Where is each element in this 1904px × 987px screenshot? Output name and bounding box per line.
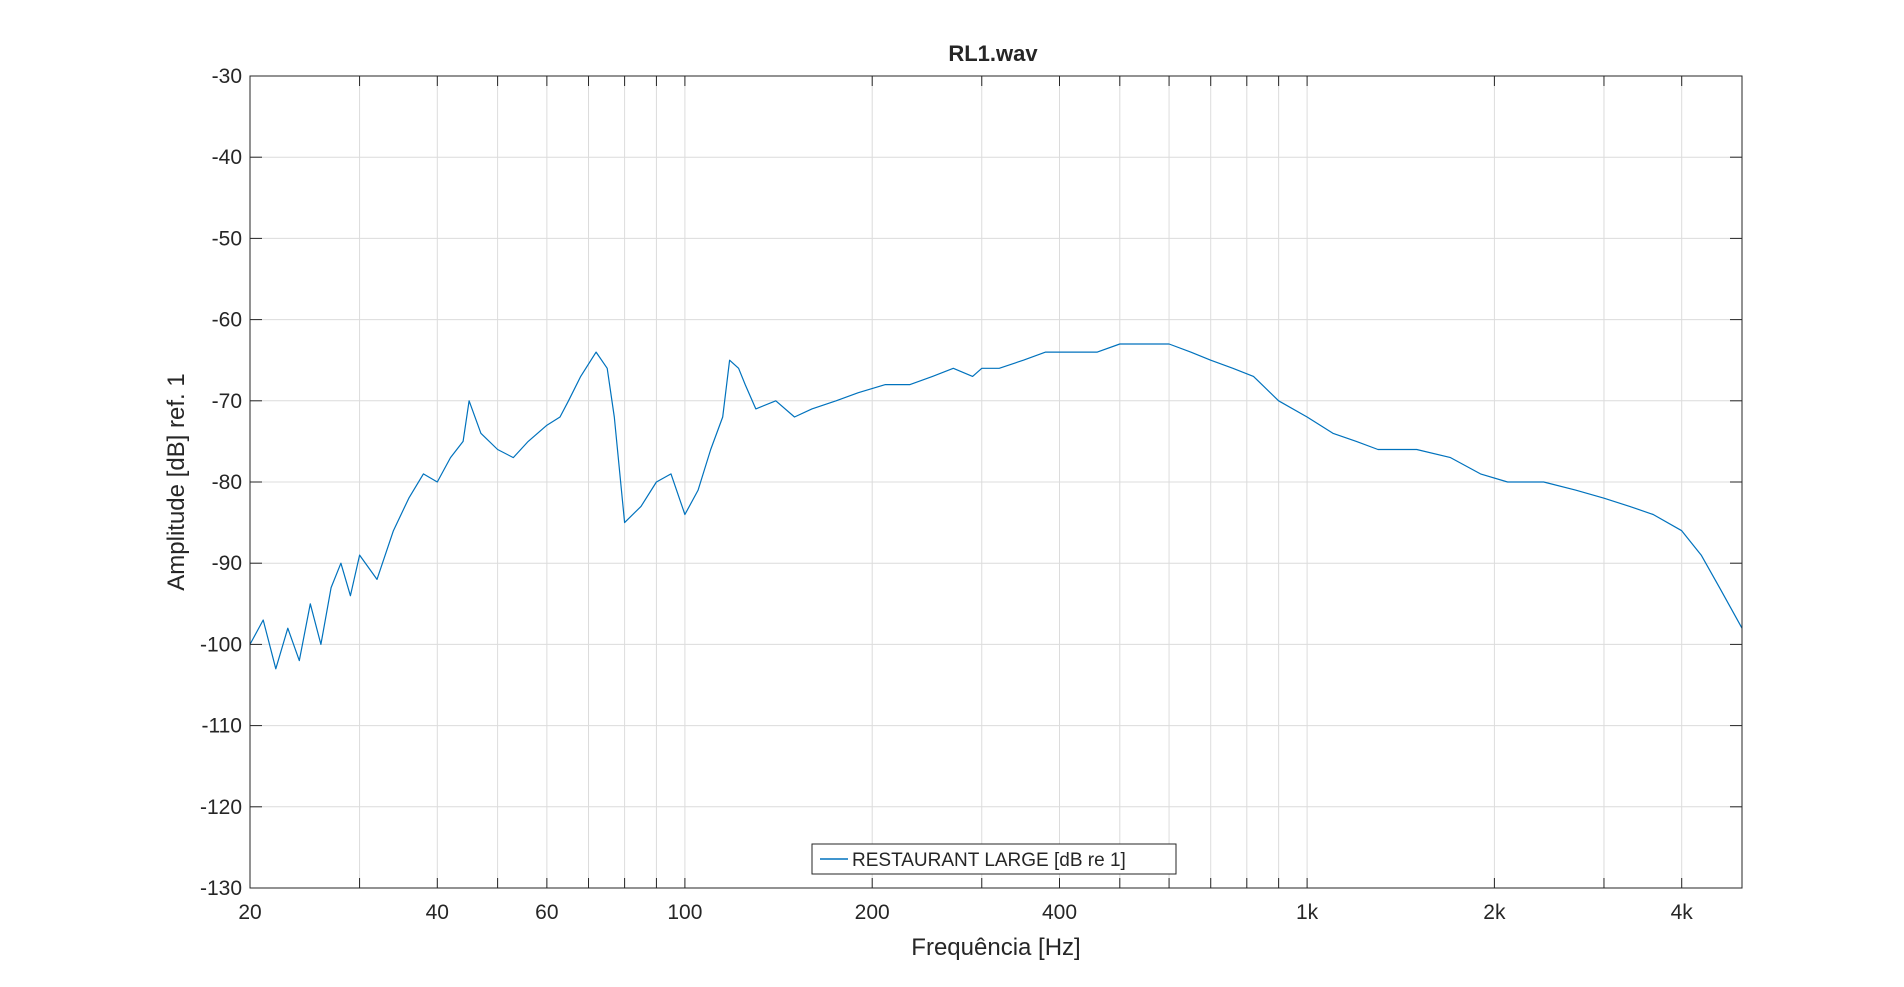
legend-box: [811, 843, 1177, 875]
y-axis-label: Amplitude [dB] ref. 1: [163, 373, 190, 590]
legend-label: RESTAURANT LARGE [dB re 1]: [852, 850, 1126, 871]
plot-area: [249, 75, 1743, 889]
y-tick-label: -50: [212, 227, 242, 250]
x-tick-label: 2k: [1483, 901, 1506, 924]
x-axis-label: Frequência [Hz]: [911, 934, 1080, 961]
y-tick-label: -70: [212, 390, 242, 413]
series-line: [249, 343, 1743, 670]
x-tick-label: 60: [535, 901, 558, 924]
y-tick-labels: -30 -40 -50 -60 -70 -80 -90 -100 -110 -120 -130: [200, 65, 242, 900]
legend: RESTAURANT LARGE [dB re 1]: [811, 843, 1177, 875]
y-tick-label: -80: [212, 471, 242, 494]
y-tick-label: -130: [200, 877, 242, 900]
y-tick-label: -90: [212, 552, 242, 575]
x-tick-labels: 20 40 60 100 200 400 1k 2k 4k: [238, 901, 1693, 924]
x-tick-label: 200: [855, 901, 890, 924]
y-tick-label: -60: [212, 309, 242, 332]
y-tick-label: -110: [202, 715, 242, 738]
y-tick-label: -120: [200, 796, 242, 819]
y-tick-label: -30: [212, 65, 242, 88]
x-tick-label: 40: [426, 901, 449, 924]
chart-title: RL1.wav: [948, 41, 1038, 66]
x-tick-label: 4k: [1671, 901, 1694, 924]
x-tick-label: 20: [238, 901, 261, 924]
series-group: [249, 343, 1743, 670]
y-tick-label: -40: [212, 146, 242, 169]
x-tick-label: 1k: [1296, 901, 1319, 924]
y-tick-label: -100: [200, 633, 242, 656]
tick-marks: [250, 75, 1742, 889]
x-tick-label: 100: [667, 901, 702, 924]
x-tick-label: 400: [1042, 901, 1077, 924]
